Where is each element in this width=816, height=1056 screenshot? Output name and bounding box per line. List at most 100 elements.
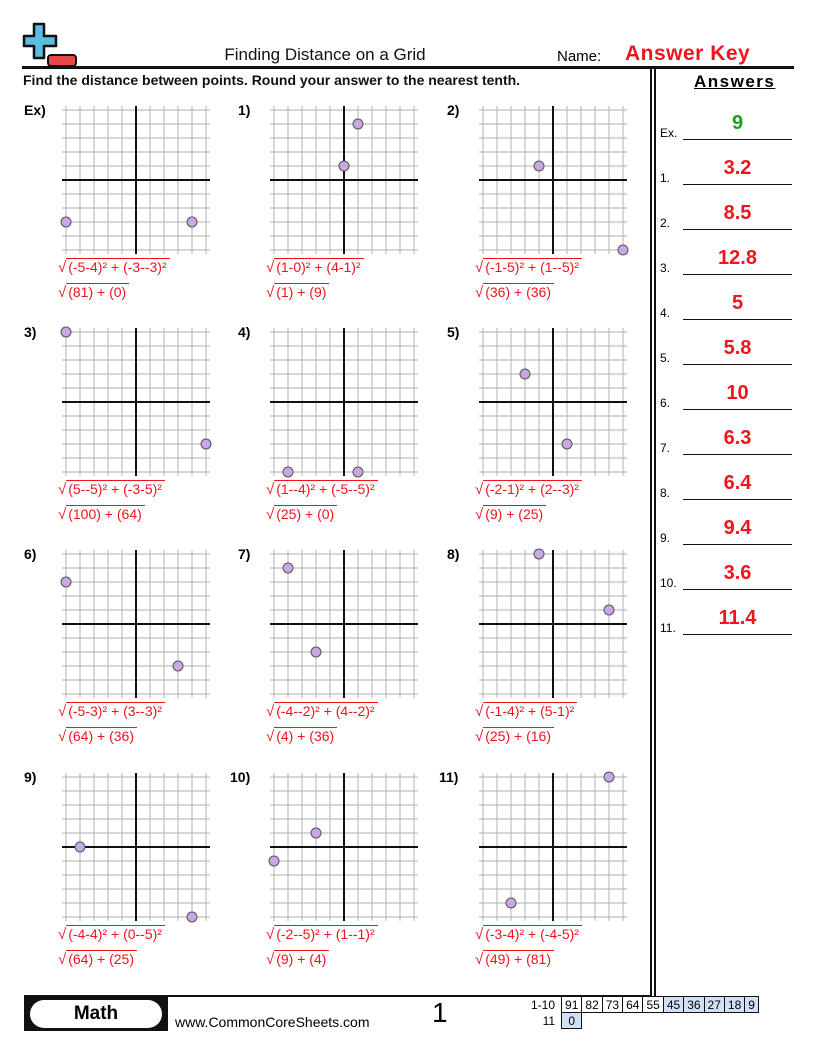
answer-line bbox=[683, 634, 792, 635]
square-root-icon: √ bbox=[58, 481, 67, 498]
score-row-label: 1-10 bbox=[531, 997, 556, 1012]
answer-row: 5. 5.8 bbox=[660, 335, 792, 365]
distance-formula-step: √ (1-0)² + (4-1)² bbox=[266, 258, 364, 276]
distance-formula-step: √ (64) + (25) bbox=[58, 950, 137, 968]
square-root-icon: √ bbox=[266, 703, 275, 720]
answer-line bbox=[683, 499, 792, 500]
answer-value: 9.4 bbox=[723, 517, 752, 539]
coordinate-grid bbox=[479, 771, 627, 921]
answer-label: 4. bbox=[660, 306, 671, 320]
plotted-point bbox=[172, 660, 184, 672]
distance-formula-step: √ (1--4)² + (-5--5)² bbox=[266, 480, 378, 498]
worksheet-title: Finding Distance on a Grid bbox=[224, 45, 426, 64]
coordinate-grid bbox=[270, 328, 418, 478]
answer-row: 7. 6.3 bbox=[660, 425, 792, 455]
plotted-point bbox=[200, 438, 212, 450]
answer-label: 8. bbox=[660, 486, 671, 500]
answer-value: 8.5 bbox=[723, 202, 752, 224]
distance-formula-step: √ (4) + (36) bbox=[266, 727, 338, 745]
answer-line bbox=[683, 364, 792, 365]
score-row: 11 0 bbox=[528, 1012, 758, 1029]
score-cell: 9 bbox=[744, 996, 759, 1013]
answer-value: 12.8 bbox=[718, 247, 757, 269]
square-root-icon: √ bbox=[266, 506, 275, 523]
name-label: Name: bbox=[557, 48, 602, 65]
answer-value: 6.3 bbox=[723, 427, 752, 449]
answer-label: 3. bbox=[660, 261, 671, 275]
answer-row: 6. 10 bbox=[660, 380, 792, 410]
formula-text: (-4-4)² + (0--5)² bbox=[66, 925, 165, 942]
coordinate-grid bbox=[270, 106, 418, 254]
formula-text: (-5-4)² + (-3--3)² bbox=[66, 258, 170, 275]
problem-label: 8) bbox=[447, 546, 460, 562]
formula-text: (25) + (0) bbox=[274, 505, 338, 522]
answer-line bbox=[683, 184, 792, 185]
website-link[interactable]: www.CommonCoreSheets.com bbox=[175, 1014, 370, 1030]
square-root-icon: √ bbox=[475, 951, 484, 968]
problem-label: 5) bbox=[447, 324, 460, 340]
distance-formula-step: √ (25) + (0) bbox=[266, 505, 338, 523]
problem-label: 2) bbox=[447, 102, 460, 118]
plotted-point bbox=[74, 841, 86, 853]
answer-label: 9. bbox=[660, 531, 671, 545]
answer-line bbox=[683, 139, 792, 140]
formula-text: (36) + (36) bbox=[483, 283, 554, 300]
distance-formula-step: √ (100) + (64) bbox=[58, 505, 145, 523]
answer-label: Ex. bbox=[660, 126, 678, 140]
answer-row: Ex. 9 bbox=[660, 110, 792, 140]
square-root-icon: √ bbox=[266, 259, 275, 276]
coordinate-grid bbox=[270, 550, 418, 698]
coordinate-grid bbox=[62, 773, 210, 923]
distance-formula-step: √ (-5-4)² + (-3--3)² bbox=[58, 258, 170, 276]
answer-value: 5.8 bbox=[723, 337, 752, 359]
formula-text: (-1-5)² + (1--5)² bbox=[483, 258, 582, 275]
formula-text: (81) + (0) bbox=[66, 283, 130, 300]
score-cell: 36 bbox=[683, 996, 705, 1013]
score-cell: 64 bbox=[622, 996, 644, 1013]
square-root-icon: √ bbox=[475, 926, 484, 943]
score-cell: 45 bbox=[662, 996, 685, 1013]
header-divider bbox=[22, 66, 794, 69]
answer-line bbox=[683, 544, 792, 545]
square-root-icon: √ bbox=[58, 951, 67, 968]
score-cell: 82 bbox=[581, 996, 603, 1013]
plotted-point bbox=[60, 326, 72, 338]
plotted-point bbox=[352, 466, 364, 478]
answer-value: 5 bbox=[731, 292, 744, 314]
plotted-point bbox=[561, 438, 573, 450]
distance-formula-step: √ (49) + (81) bbox=[475, 950, 554, 968]
square-root-icon: √ bbox=[475, 506, 484, 523]
square-root-icon: √ bbox=[266, 728, 275, 745]
distance-formula-step: √ (81) + (0) bbox=[58, 283, 130, 301]
footer-divider bbox=[24, 995, 652, 997]
distance-formula-step: √ (-3-4)² + (-4-5)² bbox=[475, 925, 582, 943]
answer-label: 7. bbox=[660, 441, 671, 455]
formula-text: (100) + (64) bbox=[66, 505, 145, 522]
formula-text: (-5-3)² + (3--3)² bbox=[66, 702, 165, 719]
score-cell: 18 bbox=[723, 996, 746, 1013]
formula-text: (-4--2)² + (4--2)² bbox=[274, 702, 378, 719]
plotted-point bbox=[603, 604, 615, 616]
problem-label: Ex) bbox=[24, 102, 46, 118]
score-cell: 0 bbox=[561, 1012, 583, 1029]
answer-row: 10. 3.6 bbox=[660, 560, 792, 590]
plotted-point bbox=[282, 562, 294, 574]
answer-label: 10. bbox=[660, 576, 677, 590]
distance-formula-step: √ (-4--2)² + (4--2)² bbox=[266, 702, 378, 720]
formula-text: (25) + (16) bbox=[483, 727, 554, 744]
distance-formula-step: √ (5--5)² + (-3-5)² bbox=[58, 480, 165, 498]
distance-formula-step: √ (1) + (9) bbox=[266, 283, 330, 301]
answer-line bbox=[683, 319, 792, 320]
score-cell: 55 bbox=[642, 996, 664, 1013]
plotted-point bbox=[519, 368, 531, 380]
score-cell: 27 bbox=[703, 996, 725, 1013]
answer-row: 8. 6.4 bbox=[660, 470, 792, 500]
answer-row: 2. 8.5 bbox=[660, 200, 792, 230]
formula-text: (1-0)² + (4-1)² bbox=[274, 258, 364, 275]
plotted-point bbox=[310, 646, 322, 658]
answers-title: Answers bbox=[694, 72, 776, 91]
square-root-icon: √ bbox=[475, 284, 484, 301]
answer-value: 3.2 bbox=[723, 157, 752, 179]
answer-label: 6. bbox=[660, 396, 671, 410]
